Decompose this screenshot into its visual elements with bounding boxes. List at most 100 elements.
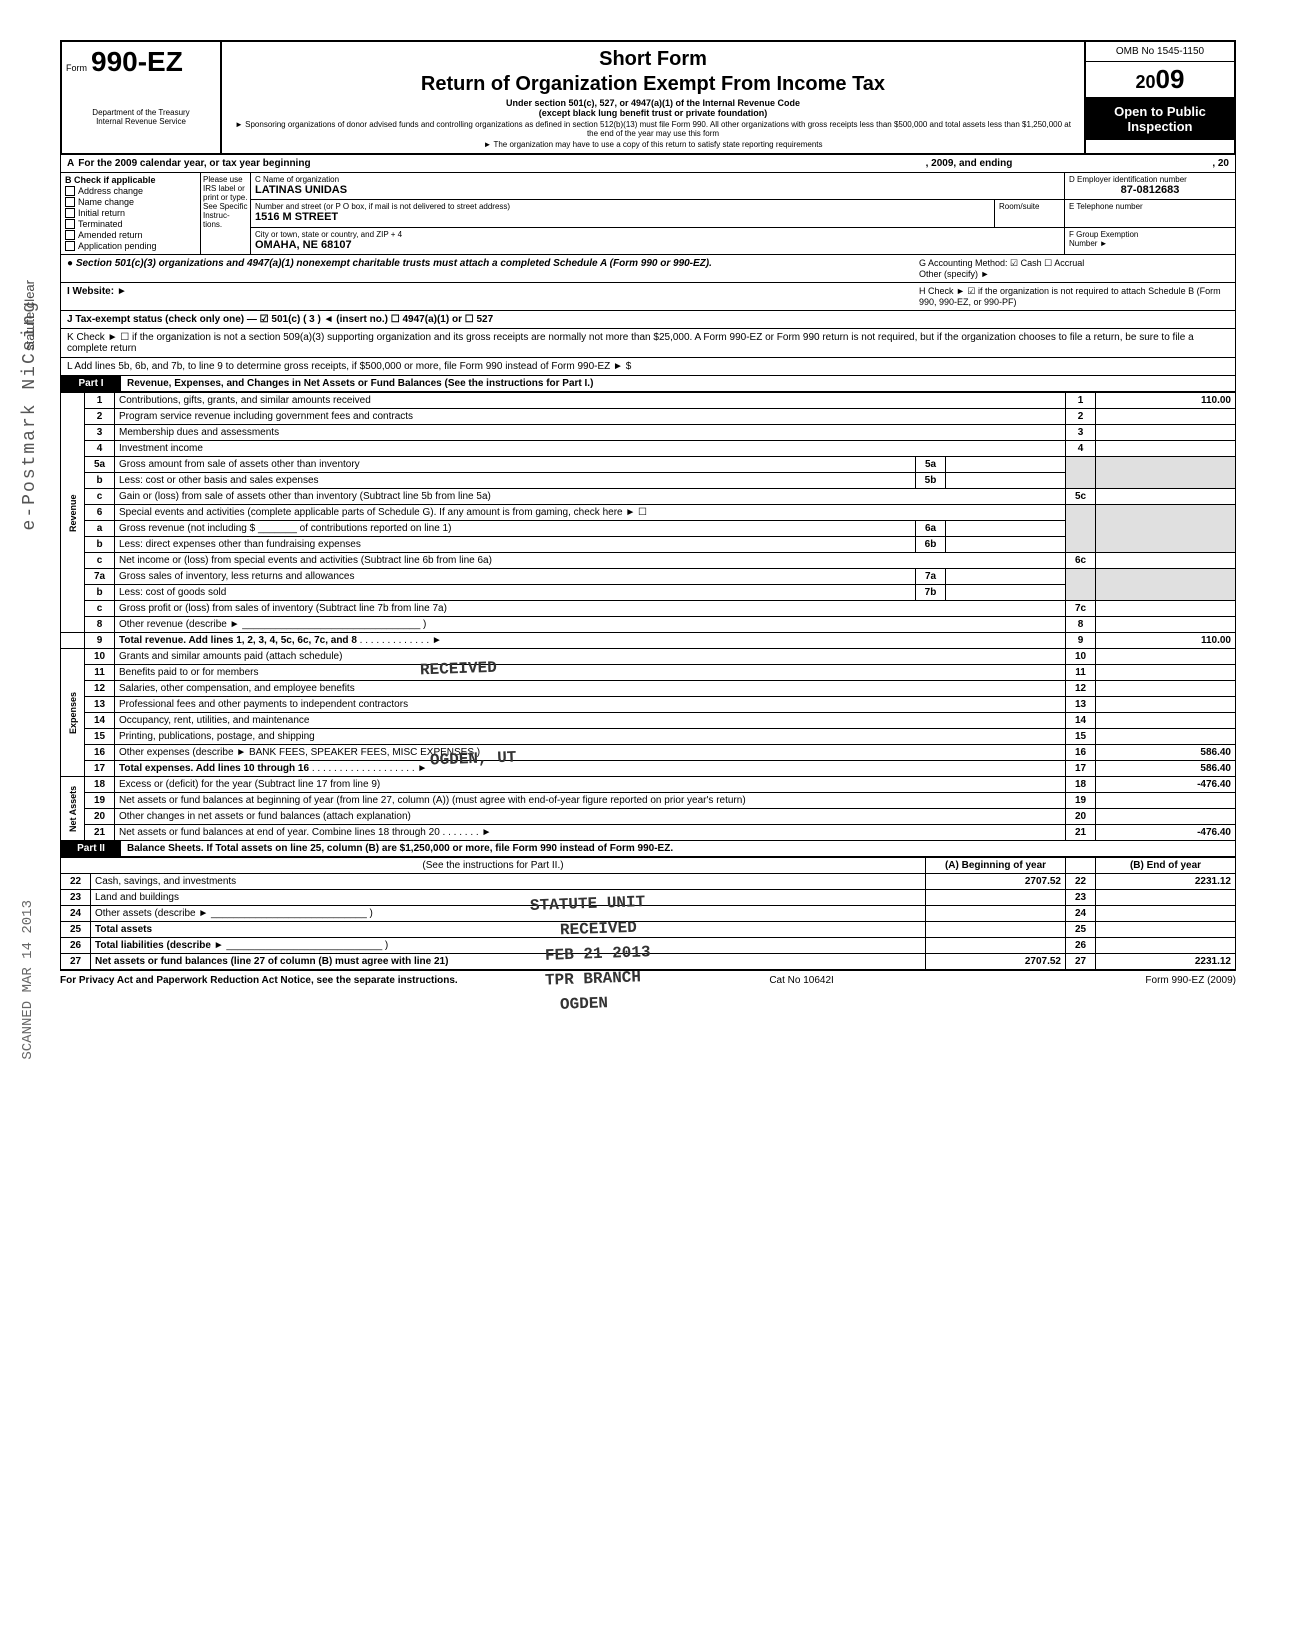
l5-shade-ln xyxy=(1066,457,1096,489)
l25-b xyxy=(1096,922,1236,938)
l6c-num: c xyxy=(85,553,115,569)
section-501c3-note: ● Section 501(c)(3) organizations and 49… xyxy=(67,258,919,279)
l10-num: 10 xyxy=(85,649,115,665)
l3-desc: Membership dues and assessments xyxy=(115,425,1066,441)
l6a-sub-amt xyxy=(946,521,1066,537)
g-accounting: G Accounting Method: ☑ Cash ☐ Accrual xyxy=(919,258,1229,269)
l3-ln: 3 xyxy=(1066,425,1096,441)
l21-amt: -476.40 xyxy=(1096,825,1236,841)
l7b-sub-amt xyxy=(946,585,1066,601)
row-a-prefix: A xyxy=(67,158,74,169)
l7c-desc: Gross profit or (loss) from sales of inv… xyxy=(115,601,1066,617)
l7a-ln: 7a xyxy=(916,569,946,585)
row-a: A For the 2009 calendar year, or tax yea… xyxy=(60,155,1236,173)
copy-note: ► The organization may have to use a cop… xyxy=(230,140,1076,149)
l8-num: 8 xyxy=(85,617,115,633)
lbl-name: Name change xyxy=(78,197,134,207)
l5a-ln: 5a xyxy=(916,457,946,473)
l23-a xyxy=(926,890,1066,906)
city-state-zip: OMAHA, NE 68107 xyxy=(255,239,1060,251)
l21-desc: Net assets or fund balances at end of ye… xyxy=(119,827,440,838)
side-expenses: Expenses xyxy=(61,649,85,777)
l27-a: 2707.52 xyxy=(926,954,1066,970)
row-a-end: , 20 xyxy=(1212,158,1229,169)
title-short-form: Short Form xyxy=(230,48,1076,71)
chk-pending[interactable] xyxy=(65,241,75,251)
part2-header: Part II Balance Sheets. If Total assets … xyxy=(60,841,1236,857)
l27-desc: Net assets or fund balances (line 27 of … xyxy=(95,956,448,967)
g-other: Other (specify) ► xyxy=(919,269,1229,279)
l6-desc: Special events and activities (complete … xyxy=(115,505,1066,521)
ein: 87-0812683 xyxy=(1069,184,1231,196)
dept-irs: Internal Revenue Service xyxy=(66,117,216,126)
side-blank xyxy=(61,633,85,649)
l23-b xyxy=(1096,890,1236,906)
l20-desc: Other changes in net assets or fund bala… xyxy=(115,809,1066,825)
l6-shade-amt xyxy=(1096,505,1236,553)
l7c-ln: 7c xyxy=(1066,601,1096,617)
statute-clear-stamp: statute clear xyxy=(22,280,37,351)
l9-num: 9 xyxy=(85,633,115,649)
sponsor-note: ► Sponsoring organizations of donor advi… xyxy=(230,120,1076,138)
l26-ln: 26 xyxy=(1066,938,1096,954)
l1-num: 1 xyxy=(85,393,115,409)
l23-ln: 23 xyxy=(1066,890,1096,906)
stamp-ogden-2: OGDEN xyxy=(560,994,609,1014)
l23-desc: Land and buildings xyxy=(91,890,926,906)
subtitle: Under section 501(c), 527, or 4947(a)(1)… xyxy=(230,98,1076,108)
l26-b xyxy=(1096,938,1236,954)
l24-num: 24 xyxy=(61,906,91,922)
line-k: K Check ► ☐ if the organization is not a… xyxy=(60,329,1236,358)
l9-amt: 110.00 xyxy=(1096,633,1236,649)
l20-ln: 20 xyxy=(1066,809,1096,825)
l6b-sub-amt xyxy=(946,537,1066,553)
chk-terminated[interactable] xyxy=(65,219,75,229)
l19-desc: Net assets or fund balances at beginning… xyxy=(115,793,1066,809)
room-label: Room/suite xyxy=(999,202,1060,211)
col-cd: C Name of organization LATINAS UNIDAS D … xyxy=(251,173,1235,254)
stamp-feb-date: FEB 21 2013 xyxy=(545,943,651,965)
l25-ln: 25 xyxy=(1066,922,1096,938)
line-j: J Tax-exempt status (check only one) — ☑… xyxy=(60,311,1236,329)
line-i-h: I Website: ► H Check ► ☑ if the organiza… xyxy=(60,283,1236,311)
omb-number: OMB No 1545-1150 xyxy=(1086,42,1234,62)
l10-desc: Grants and similar amounts paid (attach … xyxy=(115,649,1066,665)
l14-amt xyxy=(1096,713,1236,729)
chk-address[interactable] xyxy=(65,186,75,196)
l6c-amt xyxy=(1096,553,1236,569)
addr-label: Number and street (or P O box, if mail i… xyxy=(255,202,990,211)
l5c-ln: 5c xyxy=(1066,489,1096,505)
col-b-header: B Check if applicable xyxy=(65,175,196,185)
l22-a: 2707.52 xyxy=(926,874,1066,890)
line-i: I Website: ► xyxy=(67,286,127,297)
l24-ln: 24 xyxy=(1066,906,1096,922)
l5c-desc: Gain or (loss) from sale of assets other… xyxy=(115,489,1066,505)
l16-desc: Other expenses (describe ► BANK FEES, SP… xyxy=(119,747,474,758)
l17-desc: Total expenses. Add lines 10 through 16 xyxy=(119,763,309,774)
stamp-received: RECEIVED xyxy=(420,659,497,680)
part1-title: Revenue, Expenses, and Changes in Net As… xyxy=(121,376,1235,391)
l16-amt: 586.40 xyxy=(1096,745,1236,761)
l7-shade-amt xyxy=(1096,569,1236,601)
chk-name[interactable] xyxy=(65,197,75,207)
l7b-num: b xyxy=(85,585,115,601)
l14-ln: 14 xyxy=(1066,713,1096,729)
l13-desc: Professional fees and other payments to … xyxy=(115,697,1066,713)
lbl-amended: Amended return xyxy=(78,230,143,240)
l23-num: 23 xyxy=(61,890,91,906)
l11-desc: Benefits paid to or for members xyxy=(115,665,1066,681)
col-ln-header xyxy=(1066,858,1096,874)
l13-amt xyxy=(1096,697,1236,713)
l7a-sub-amt xyxy=(946,569,1066,585)
l21-num: 21 xyxy=(85,825,115,841)
chk-initial[interactable] xyxy=(65,208,75,218)
part2-label: Part II xyxy=(61,841,121,856)
l5b-num: b xyxy=(85,473,115,489)
footer: For Privacy Act and Paperwork Reduction … xyxy=(60,970,1236,990)
tax-year: 20200909 xyxy=(1086,62,1234,98)
l6b-desc: Less: direct expenses other than fundrai… xyxy=(115,537,916,553)
l3-amt xyxy=(1096,425,1236,441)
l17-amt: 586.40 xyxy=(1096,761,1236,777)
stamp-tpr-branch: TPR BRANCH xyxy=(545,968,642,989)
chk-amended[interactable] xyxy=(65,230,75,240)
